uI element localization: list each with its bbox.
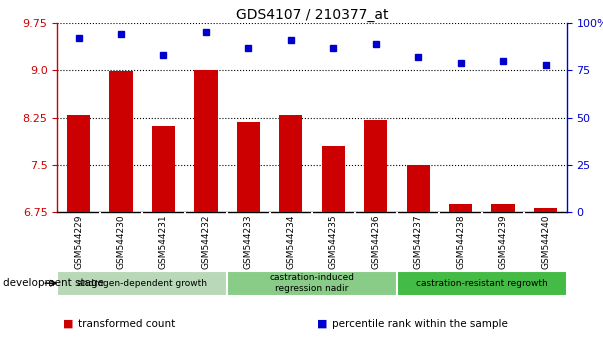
Bar — [194, 70, 218, 212]
Text: development stage: development stage — [3, 278, 104, 288]
Text: GSM544238: GSM544238 — [456, 214, 465, 269]
Text: percentile rank within the sample: percentile rank within the sample — [332, 319, 508, 329]
Bar — [397, 271, 567, 296]
Text: GSM544233: GSM544233 — [244, 214, 253, 269]
Text: GSM544240: GSM544240 — [541, 214, 550, 269]
Bar — [152, 126, 175, 212]
Bar — [449, 204, 472, 212]
Text: GSM544232: GSM544232 — [201, 214, 210, 269]
Text: ■: ■ — [63, 319, 74, 329]
Title: GDS4107 / 210377_at: GDS4107 / 210377_at — [236, 8, 388, 22]
Text: GSM544229: GSM544229 — [74, 214, 83, 269]
Text: castration-resistant regrowth: castration-resistant regrowth — [416, 279, 548, 288]
Bar — [534, 208, 557, 212]
Text: GSM544237: GSM544237 — [414, 214, 423, 269]
Bar — [67, 115, 90, 212]
Bar — [57, 271, 227, 296]
Text: ■: ■ — [317, 319, 327, 329]
Bar — [109, 71, 133, 212]
Text: GSM544239: GSM544239 — [499, 214, 508, 269]
Bar — [279, 115, 303, 212]
Text: GSM544230: GSM544230 — [116, 214, 125, 269]
Bar — [364, 120, 387, 212]
Text: androgen-dependent growth: androgen-dependent growth — [77, 279, 207, 288]
Text: GSM544234: GSM544234 — [286, 214, 295, 269]
Bar — [491, 204, 515, 212]
Text: GSM544236: GSM544236 — [371, 214, 380, 269]
Text: transformed count: transformed count — [78, 319, 175, 329]
Bar — [406, 165, 430, 212]
Text: GSM544231: GSM544231 — [159, 214, 168, 269]
Bar — [227, 271, 397, 296]
Text: GSM544235: GSM544235 — [329, 214, 338, 269]
Bar — [321, 146, 345, 212]
Bar — [237, 122, 260, 212]
Text: castration-induced
regression nadir: castration-induced regression nadir — [270, 274, 355, 293]
